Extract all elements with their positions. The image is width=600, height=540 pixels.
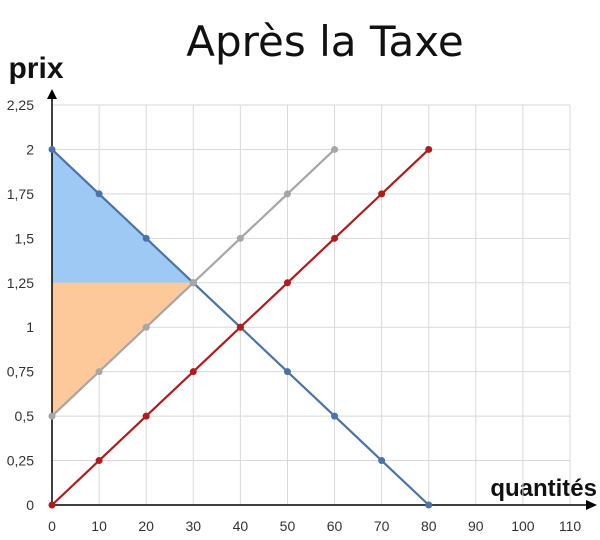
demand-point [378,457,386,465]
chart-title: Après la Taxe [186,17,463,66]
y-tick-label: 1,5 [15,230,35,246]
x-axis-arrow [586,500,597,510]
x-axis-label: quantités [490,475,597,502]
x-tick-label: 40 [233,518,249,534]
y-tick-label: 0,5 [15,408,35,424]
demand-point [142,234,150,242]
x-tick-label: 80 [421,518,437,534]
demand-point [48,145,56,153]
x-tick-labels: 0 10 20 30 40 50 60 70 80 90 100 110 [48,518,581,534]
supply-original-point [48,501,56,509]
supply-original-point [189,368,197,376]
supply-taxed-point [48,412,56,420]
y-tick-label: 1 [26,319,34,335]
x-tick-label: 90 [468,518,484,534]
y-tick-label: 0,25 [7,453,34,469]
x-tick-label: 70 [374,518,390,534]
surplus-areas [52,149,194,417]
supply-original-point [283,279,291,287]
supply-taxed-point [95,368,103,376]
x-tick-label: 0 [48,518,56,534]
supply-taxed-point [283,190,291,198]
demand-point [95,190,103,198]
y-tick-label: 0,75 [7,364,34,380]
y-axis-arrow [47,89,57,99]
demand-point [331,412,339,420]
y-tick-label: 1,25 [7,275,34,291]
x-tick-label: 30 [185,518,201,534]
supply-taxed-point [189,279,197,287]
y-tick-label: 2,25 [7,97,34,113]
axes [47,89,597,510]
x-tick-label: 20 [138,518,154,534]
supply-original-point [378,190,386,198]
x-tick-label: 10 [91,518,107,534]
series-points [48,145,433,509]
demand-point [425,501,433,509]
supply-original-point [236,323,244,331]
x-tick-label: 100 [511,518,535,534]
x-tick-label: 60 [327,518,343,534]
y-tick-label: 0 [26,497,34,513]
y-tick-label: 2 [26,141,34,157]
supply-original-point [425,145,433,153]
supply-original-point [331,234,339,242]
y-axis-label: prix [8,52,63,85]
supply-original-point [95,457,103,465]
y-tick-label: 1,75 [7,186,34,202]
x-tick-label: 110 [559,518,582,534]
x-tick-label: 50 [280,518,296,534]
supply-original-point [142,412,150,420]
y-tick-labels: 0 0,25 0,5 0,75 1 1,25 1,5 1,75 2 2,25 [7,97,34,513]
supply-taxed-point [236,234,244,242]
supply-taxed-point [142,323,150,331]
demand-point [283,368,291,376]
supply-taxed-point [331,145,339,153]
